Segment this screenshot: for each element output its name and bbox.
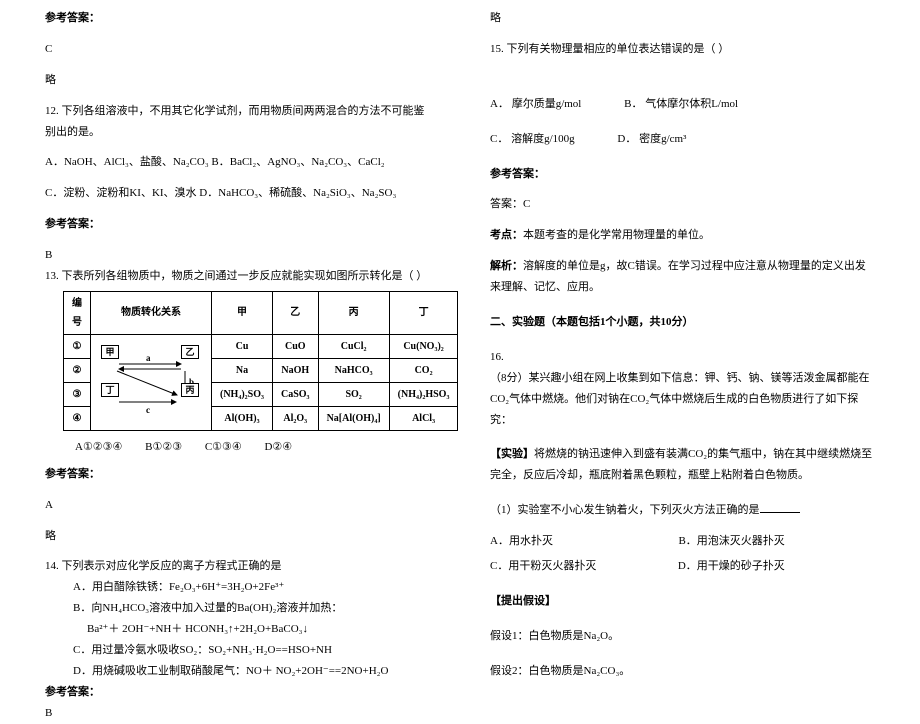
r2c0: ② bbox=[64, 358, 91, 382]
box-yi: 乙 bbox=[181, 345, 199, 359]
answer-label-3: 参考答案： bbox=[45, 464, 430, 485]
question-16-p1: （8分）某兴趣小组在网上收集到如下信息：钾、钙、钠、镁等活泼金属都能在CO₂气体… bbox=[490, 368, 875, 431]
th-id: 编号 bbox=[64, 291, 91, 334]
th-jia: 甲 bbox=[212, 291, 273, 334]
answer-label-4: 参考答案： bbox=[45, 682, 430, 703]
r4c0: ④ bbox=[64, 406, 91, 430]
r3c4: SO₂ bbox=[318, 382, 389, 406]
th-ding: 丁 bbox=[389, 291, 458, 334]
r3c2: (NH₄)₂SO₃ bbox=[212, 382, 273, 406]
q14-opt-d: D．用烧碱吸收工业制取硝酸尾气：NO＋ NO₂+2OH⁻==2NO+H₂O bbox=[45, 661, 430, 682]
q15-opt-a: A． 摩尔质量g/mol bbox=[490, 98, 581, 110]
q16-opt-a: A．用水扑灭 bbox=[490, 535, 553, 547]
q14-opt-c: C．用过量冷氨水吸收SO₂：SO₂+NH₃·H₂O==HSO+NH bbox=[45, 640, 430, 661]
r1c0: ① bbox=[64, 334, 91, 358]
question-13-options: A①②③④ B①②③ C①③④ D②④ bbox=[75, 437, 430, 458]
answer-label-5: 参考答案： bbox=[490, 164, 875, 185]
hypothesis-1: 假设1：白色物质是Na₂O。 bbox=[490, 626, 875, 647]
q16-row2: C．用干粉灭火器扑灭 D．用干燥的砂子扑灭 bbox=[490, 556, 875, 577]
question-12-opt-cd: C．淀粉、淀粉和KI、KI、溴水 D．NaHCO₃、稀硫酸、Na₂SiO₃、Na… bbox=[45, 183, 430, 204]
question-16-num: 16. bbox=[490, 347, 875, 368]
omit-1: 略 bbox=[45, 70, 430, 91]
r4c2: Al(OH)₃ bbox=[212, 406, 273, 430]
question-12: 12. 下列各组溶液中，不用其它化学试剂，而用物质间两两混合的方法不可能鉴别出的… bbox=[45, 101, 430, 143]
question-12-opt-ab: A．NaOH、AlCl₃、盐酸、Na₂CO₃ B．BaCl₂、AgNO₃、Na₂… bbox=[45, 152, 430, 173]
q16-opt-d: D．用干燥的砂子扑灭 bbox=[678, 560, 785, 572]
exp-text: 将燃烧的钠迅速伸入到盛有装满CO₂的集气瓶中，钠在其中继续燃烧至完全，反应后冷却… bbox=[490, 448, 872, 481]
th-rel: 物质转化关系 bbox=[91, 291, 212, 334]
question-13-table: 编号 物质转化关系 甲 乙 丙 丁 ① bbox=[63, 291, 458, 431]
kd-label: 考点： bbox=[490, 229, 523, 241]
q16-opt-c: C．用干粉灭火器扑灭 bbox=[490, 560, 596, 572]
q15-opt-c: C． 溶解度g/100g bbox=[490, 133, 575, 145]
diagram-cell: a b c 甲 乙 丁 丙 bbox=[91, 334, 212, 430]
omit-3: 略 bbox=[490, 8, 875, 29]
r2c2: Na bbox=[212, 358, 273, 382]
question-14: 14. 下列表示对应化学反应的离子方程式正确的是 bbox=[45, 556, 430, 577]
q16-row1: A．用水扑灭 B．用泡沫灭火器扑灭 bbox=[490, 531, 875, 552]
r1c5: Cu(NO₃)₂ bbox=[389, 334, 458, 358]
box-jia: 甲 bbox=[101, 345, 119, 359]
jx-text: 溶解度的单位是g，故C错误。在学习过程中应注意从物理量的定义出发来理解、记忆、应… bbox=[490, 260, 866, 293]
label-a: a bbox=[146, 353, 151, 363]
answer-12: B bbox=[45, 245, 430, 266]
q14-opt-b2: Ba²⁺＋ 2OH⁻+NH＋ HCONH₃↑+2H₂O+BaCO₃↓ bbox=[45, 619, 430, 640]
r1c4: CuCl₂ bbox=[318, 334, 389, 358]
r1c3: CuO bbox=[273, 334, 319, 358]
q15-row1: A． 摩尔质量g/mol B． 气体摩尔体积L/mol bbox=[490, 94, 875, 115]
r3c3: CaSO₃ bbox=[273, 382, 319, 406]
kd-text: 本题考查的是化学常用物理量的单位。 bbox=[523, 229, 710, 241]
q15-row2: C． 溶解度g/100g D． 密度g/cm³ bbox=[490, 129, 875, 150]
r4c5: AlCl₃ bbox=[389, 406, 458, 430]
box-ding: 丁 bbox=[101, 383, 119, 397]
r2c3: NaOH bbox=[273, 358, 319, 382]
r4c3: Al₂O₃ bbox=[273, 406, 319, 430]
answer-13: A bbox=[45, 495, 430, 516]
answer-label-2: 参考答案： bbox=[45, 214, 430, 235]
hypothesis-2: 假设2：白色物质是Na₂CO₃。 bbox=[490, 661, 875, 682]
jiexi: 解析：溶解度的单位是g，故C错误。在学习过程中应注意从物理量的定义出发来理解、记… bbox=[490, 256, 875, 298]
question-13: 13. 下表所列各组物质中，物质之间通过一步反应就能实现如图所示转化是（ ） bbox=[45, 266, 430, 287]
q13-opt-c: C①③④ bbox=[205, 441, 242, 453]
hypothesis-label: 【提出假设】 bbox=[490, 591, 875, 612]
r1c2: Cu bbox=[212, 334, 273, 358]
q16-sub1: （1）实验室不小心发生钠着火，下列灭火方法正确的是 bbox=[490, 500, 875, 521]
q14-opt-a: A．用白醋除铁锈：Fe₂O₃+6H⁺=3H₂O+2Fe³⁺ bbox=[45, 577, 430, 598]
q13-opt-a: A①②③④ bbox=[75, 441, 122, 453]
q15-opt-b: B． 气体摩尔体积L/mol bbox=[624, 98, 738, 110]
r2c4: NaHCO₃ bbox=[318, 358, 389, 382]
label-c: c bbox=[146, 405, 150, 415]
th-yi: 乙 bbox=[273, 291, 319, 334]
q16-sub1-text: （1）实验室不小心发生钠着火，下列灭火方法正确的是 bbox=[490, 504, 760, 516]
r3c0: ③ bbox=[64, 382, 91, 406]
q14-opt-b1: B．向NH₄HCO₃溶液中加入过量的Ba(OH)₂溶液并加热： bbox=[45, 598, 430, 619]
r3c5: (NH₄)₂HSO₃ bbox=[389, 382, 458, 406]
answer-11: C bbox=[45, 39, 430, 60]
th-bing: 丙 bbox=[318, 291, 389, 334]
q16-opt-b: B．用泡沫灭火器扑灭 bbox=[678, 535, 784, 547]
section-2-title: 二、实验题（本题包括1个小题，共10分） bbox=[490, 312, 875, 333]
answer-label: 参考答案： bbox=[45, 8, 430, 29]
blank-fill bbox=[760, 501, 800, 513]
q15-opt-d: D． 密度g/cm³ bbox=[617, 133, 686, 145]
answer-14: B bbox=[45, 703, 430, 724]
answer-15: 答案：C bbox=[490, 194, 875, 215]
r4c4: Na[Al(OH)₄] bbox=[318, 406, 389, 430]
q13-opt-d: D②④ bbox=[264, 441, 292, 453]
kaodian: 考点：本题考查的是化学常用物理量的单位。 bbox=[490, 225, 875, 246]
box-bing: 丙 bbox=[181, 383, 199, 397]
exp-label: 【实验】 bbox=[490, 448, 534, 460]
experiment: 【实验】将燃烧的钠迅速伸入到盛有装满CO₂的集气瓶中，钠在其中继续燃烧至完全，反… bbox=[490, 444, 875, 486]
q13-opt-b: B①②③ bbox=[145, 441, 182, 453]
omit-2: 略 bbox=[45, 526, 430, 547]
jx-label: 解析： bbox=[490, 260, 523, 272]
question-15: 15. 下列有关物理量相应的单位表达错误的是（ ） bbox=[490, 39, 875, 60]
r2c5: CO₂ bbox=[389, 358, 458, 382]
